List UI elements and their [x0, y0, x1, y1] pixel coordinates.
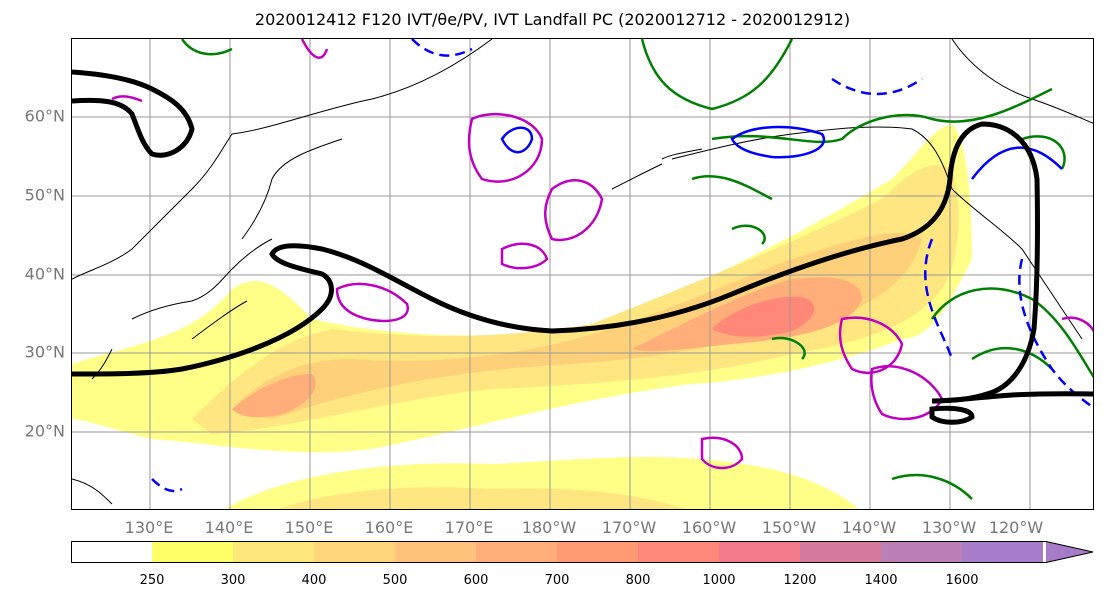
- pv-magenta-contours: [111, 39, 1093, 470]
- colorbar-tick-label: 250: [139, 573, 165, 588]
- lon-label-160w: 160°W: [681, 518, 737, 537]
- colorbar-bin: [314, 541, 395, 563]
- colorbar-tick-label: 500: [382, 573, 408, 588]
- lat-label-20n: 20°N: [24, 421, 65, 441]
- lat-label-30n: 30°N: [24, 342, 65, 362]
- colorbar-extension: [1046, 541, 1093, 563]
- lon-label-140w: 140°W: [841, 518, 897, 537]
- lon-label-170e: 170°E: [444, 518, 494, 537]
- lon-label-160e: 160°E: [364, 518, 414, 537]
- colorbar-bin: [881, 541, 962, 563]
- lon-label-130w: 130°W: [921, 518, 977, 537]
- colorbar-svg: [71, 541, 1094, 563]
- colorbar-bin: [152, 541, 233, 563]
- ivt-map: [72, 39, 1093, 509]
- ivt-south-core: [277, 487, 686, 509]
- colorbar-tick-label: 1000: [702, 573, 736, 588]
- ivt-fill: [72, 124, 972, 509]
- lon-label-150e: 150°E: [284, 518, 334, 537]
- colorbar-bin: [962, 541, 1043, 563]
- colorbar-bin: [638, 541, 719, 563]
- lon-label-150w: 150°W: [761, 518, 817, 537]
- theta-e-blue-contours: [151, 39, 1093, 493]
- lon-label-180w: 180°W: [521, 518, 577, 537]
- map-title: 2020012412 F120 IVT/θe/PV, IVT Landfall …: [254, 10, 851, 29]
- colorbar-bin: [395, 541, 476, 563]
- colorbar-tick-label: 1200: [783, 573, 817, 588]
- colorbar-outline: [71, 541, 1094, 563]
- colorbar-tick-label: 300: [220, 573, 246, 588]
- colorbar-tick-label: 400: [301, 573, 327, 588]
- colorbar-tick-label: 1400: [864, 573, 898, 588]
- ivt-west-core: [232, 374, 316, 418]
- colorbar-bin: [476, 541, 557, 563]
- colorbar-bin: [71, 541, 152, 563]
- colorbar-bin: [800, 541, 881, 563]
- colorbar-tick-label: 800: [625, 573, 651, 588]
- lat-label-60n: 60°N: [24, 106, 65, 126]
- theta-e-green-contours: [180, 39, 1093, 500]
- ivt-band-400: [232, 232, 922, 419]
- colorbar-tick-label: 700: [544, 573, 570, 588]
- lon-label-130e: 130°E: [124, 518, 174, 537]
- colorbar: [71, 541, 1094, 563]
- colorbar-tick-label: 600: [463, 573, 489, 588]
- colorbar-tick-label: 1600: [945, 573, 979, 588]
- colorbar-bin: [233, 541, 314, 563]
- map-panel: [71, 38, 1094, 510]
- colorbar-bin: [719, 541, 800, 563]
- lat-label-50n: 50°N: [24, 185, 65, 205]
- ivt-core-800: [712, 296, 815, 337]
- colorbar-bin: [557, 541, 638, 563]
- graticule: [72, 39, 1093, 509]
- lat-label-40n: 40°N: [24, 264, 65, 284]
- lon-label-120w: 120°W: [988, 518, 1044, 537]
- lon-label-140e: 140°E: [204, 518, 254, 537]
- lon-label-170w: 170°W: [601, 518, 657, 537]
- ivt-envelope: [72, 69, 1093, 425]
